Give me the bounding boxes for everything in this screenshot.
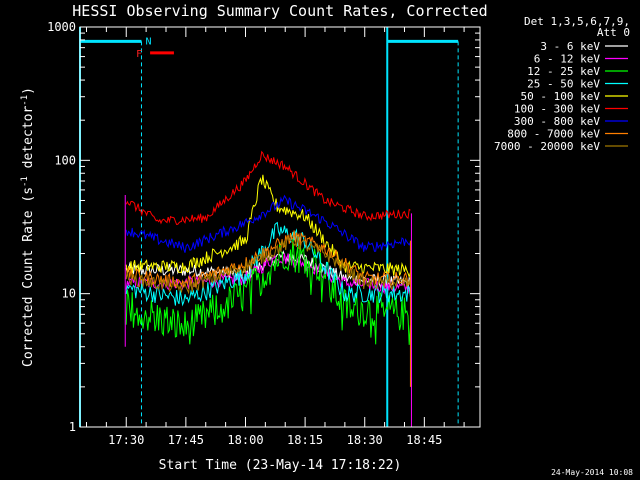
series-line-6	[125, 194, 411, 253]
y-axis-label-middle: detector	[21, 106, 36, 177]
y-tick-label-1: 10	[62, 287, 76, 301]
series-line-3	[125, 221, 411, 307]
legend-label-8: 7000 - 20000 keV	[494, 140, 600, 153]
detector-info-line-2: Att 0	[597, 26, 630, 39]
x-tick-label-1: 17:45	[168, 433, 204, 447]
legend-label-4: 50 - 100 keV	[521, 90, 601, 103]
y-tick-label-0: 1	[69, 420, 76, 434]
x-tick-label-5: 18:45	[406, 433, 442, 447]
legend-label-0: 3 - 6 keV	[540, 40, 600, 53]
series-line-8	[125, 236, 411, 295]
x-tick-label-0: 17:30	[108, 433, 144, 447]
legend-label-1: 6 - 12 keV	[534, 53, 601, 66]
y-tick-label-2: 100	[54, 153, 76, 167]
legend-label-2: 12 - 25 keV	[527, 65, 600, 78]
chart-title: HESSI Observing Summary Count Rates, Cor…	[72, 2, 487, 20]
y-axis-label: Corrected Count Rate (s-1 detector-1)	[20, 87, 36, 367]
series-line-2	[125, 238, 411, 345]
x-tick-label-3: 18:15	[287, 433, 323, 447]
series-line-5	[125, 150, 411, 226]
y-tick-label-3: 1000	[47, 20, 76, 34]
legend-label-7: 800 - 7000 keV	[507, 128, 600, 141]
plot-frame	[79, 26, 481, 428]
axes: 1 10 100 1000 17:30 17:45 18:00 18:15 18:30 18:45	[47, 20, 480, 447]
x-axis-label: Start Time (23-May-14 17:18:22)	[159, 458, 402, 473]
night-flag-label: N	[145, 36, 151, 47]
legend-label-5: 100 - 300 keV	[514, 103, 600, 116]
flare-flag-label: F	[136, 49, 142, 60]
detector-info-line-1: Det 1,3,5,6,7,9,	[524, 15, 630, 28]
legend-label-6: 300 - 800 keV	[514, 115, 600, 128]
footer-date: 24-May-2014 10:08	[551, 468, 633, 477]
y-axis-label-main: Corrected Count Rate (s	[21, 187, 36, 367]
x-tick-label-4: 18:30	[347, 433, 383, 447]
y-axis-label-exponent-2: -1	[20, 95, 30, 106]
y-axis-label-end: )	[21, 87, 36, 95]
y-axis-label-exponent-1: -1	[20, 176, 30, 187]
x-tick-label-2: 18:00	[227, 433, 263, 447]
series-lines	[124, 150, 412, 427]
legend-label-3: 25 - 50 keV	[527, 78, 600, 91]
